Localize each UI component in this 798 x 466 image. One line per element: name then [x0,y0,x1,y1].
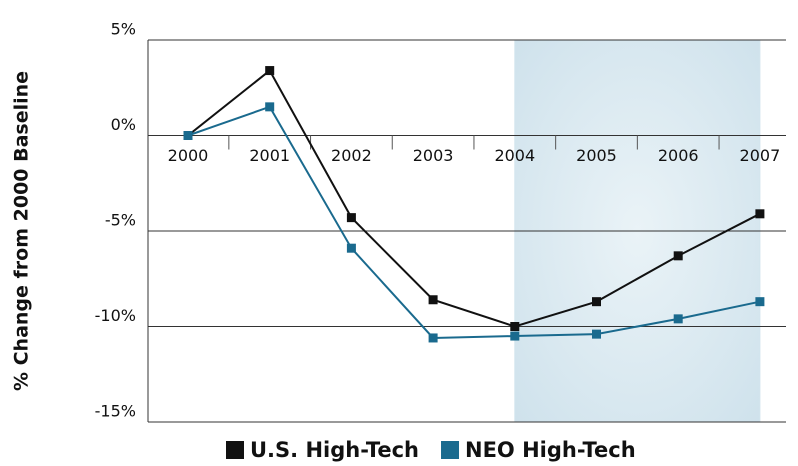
legend-swatch [226,441,244,459]
x-tick-label: 2002 [331,146,372,165]
data-point [346,243,356,253]
data-point [428,333,438,343]
legend-label: U.S. High-Tech [250,438,419,462]
data-point [510,322,520,331]
x-tick-label: 2003 [413,146,454,165]
data-point [265,66,275,76]
data-point [673,251,683,261]
y-tick-label: 0% [111,115,136,134]
series-line [187,69,761,328]
data-point [755,297,765,307]
data-point [755,209,765,219]
y-tick-label: -5% [105,211,136,230]
data-point [346,213,356,223]
data-point [673,314,683,324]
x-tick-label: 2006 [658,146,699,165]
x-tick-label: 2005 [576,146,617,165]
y-tick-label: -10% [95,306,136,325]
data-point [592,329,601,339]
x-tick-label: 2000 [168,146,209,165]
series-line [187,105,761,339]
legend-swatch [441,441,460,459]
x-tick-label: 2001 [249,146,290,165]
legend-label: NEO High-Tech [465,438,636,462]
y-tick-label: -15% [95,402,136,421]
x-tick-label: 2004 [494,146,535,165]
data-point [265,102,275,112]
data-point [510,331,520,341]
data-point [592,297,601,307]
y-tick-label: 5% [111,20,136,39]
y-axis-label: % Change from 2000 Baseline [11,71,33,391]
x-tick-label: 2007 [740,146,781,165]
data-point [183,131,193,140]
data-point [428,295,438,305]
